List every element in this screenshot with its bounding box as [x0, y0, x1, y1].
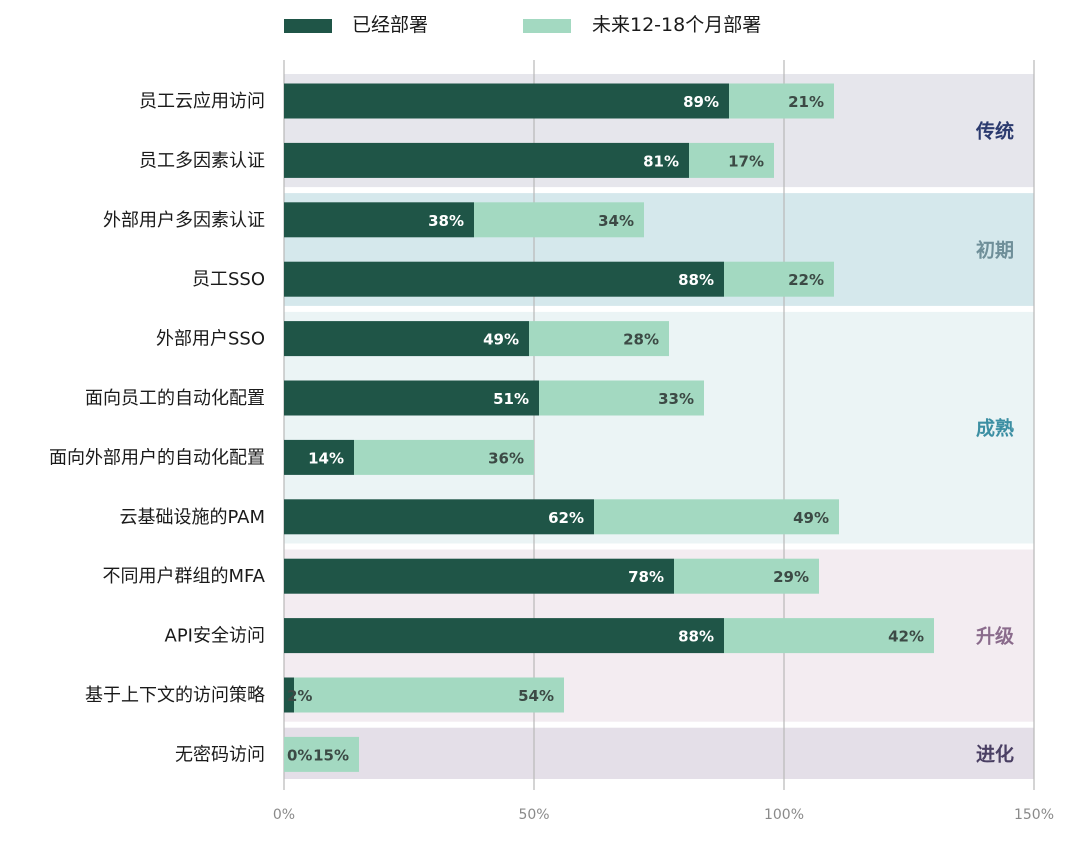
category-label: 员工云应用访问 [139, 91, 265, 112]
bar-deployed [284, 321, 529, 357]
legend-swatch [284, 19, 332, 33]
category-label: 面向员工的自动化配置 [85, 388, 265, 409]
bar-planned [724, 261, 834, 297]
bar-planned [474, 202, 644, 238]
category-label: 员工SSO [192, 269, 265, 290]
x-tick-labels: 0% 50% 100% 150% [273, 807, 1054, 823]
x-tick-label: 100% [764, 807, 804, 823]
stage-bands [284, 74, 1034, 779]
bar-deployed [284, 261, 724, 297]
bar-planned [674, 558, 819, 594]
stage-band [284, 727, 1034, 779]
bar-label-deployed: 38% [428, 212, 464, 230]
category-label: 外部用户SSO [156, 329, 265, 350]
stage-band-label: 进化 [976, 742, 1014, 765]
bars: 89% 21% 81% 17% 38% 34% 88% 22% 49% 28% 51% 33% 14% 3… [284, 83, 934, 772]
category-label: 员工多因素认证 [139, 150, 265, 171]
bar-label-planned: 33% [658, 390, 694, 408]
bar-planned [539, 380, 704, 416]
bar-label-deployed: 88% [678, 628, 714, 646]
bar-label-planned: 22% [788, 271, 824, 289]
legend: 已经部署 未来12-18个月部署 [284, 14, 761, 36]
bar-label-deployed: 78% [628, 568, 664, 586]
x-tick-label: 50% [518, 807, 549, 823]
legend-label: 未来12-18个月部署 [592, 14, 761, 36]
stage-band-label: 升级 [976, 625, 1014, 648]
category-label: 面向外部用户的自动化配置 [49, 447, 265, 468]
bar-deployed [284, 83, 729, 119]
category-label: 不同用户群组的MFA [102, 566, 265, 587]
bar-planned [354, 439, 534, 475]
legend-swatch [523, 19, 571, 33]
bar-label-planned: 28% [623, 331, 659, 349]
bar-label-deployed: 14% [308, 449, 344, 467]
bar-label-planned: 34% [598, 212, 634, 230]
bar-label-deployed: 89% [683, 93, 719, 111]
legend-label: 已经部署 [352, 14, 428, 36]
x-tick-label: 0% [273, 807, 295, 823]
bar-label-planned: 21% [788, 93, 824, 111]
bar-label-deployed: 49% [483, 331, 519, 349]
gridlines [283, 60, 1035, 790]
bar-deployed [284, 558, 674, 594]
bar-deployed [284, 677, 294, 713]
stage-band-label: 初期 [976, 239, 1014, 262]
bar-label-deployed: 0% [287, 746, 312, 764]
category-label: 外部用户多因素认证 [103, 210, 265, 231]
category-label: 基于上下文的访问策略 [85, 685, 265, 706]
bar-label-planned: 42% [888, 628, 924, 646]
bar-planned [689, 142, 774, 178]
bar-deployed [284, 142, 689, 178]
bar-deployed [284, 380, 539, 416]
stage-band-label: 成熟 [976, 417, 1014, 440]
bar-label-deployed: 88% [678, 271, 714, 289]
bar-planned [724, 618, 934, 654]
bar-label-deployed: 51% [493, 390, 529, 408]
bar-label-deployed: 2% [287, 687, 312, 705]
stage-band-label: 传统 [975, 120, 1014, 143]
bar-label-deployed: 62% [548, 509, 584, 527]
bar-planned [294, 677, 564, 713]
bar-deployed [284, 439, 354, 475]
category-label: 云基础设施的PAM [119, 507, 265, 528]
bar-planned [729, 83, 834, 119]
bar-label-planned: 49% [793, 509, 829, 527]
bar-label-planned: 36% [488, 449, 524, 467]
bar-planned [594, 499, 839, 535]
bar-deployed [284, 618, 724, 654]
bar-label-planned: 29% [773, 568, 809, 586]
bar-planned [529, 321, 669, 357]
category-label: 无密码访问 [175, 744, 265, 765]
bar-label-planned: 15% [313, 746, 349, 764]
bar-label-planned: 54% [518, 687, 554, 705]
category-label: API安全访问 [165, 626, 265, 647]
bar-label-deployed: 81% [643, 152, 679, 170]
bar-planned [284, 736, 359, 772]
bar-deployed [284, 499, 594, 535]
bar-deployed [284, 202, 474, 238]
bar-label-planned: 17% [728, 152, 764, 170]
x-tick-label: 150% [1014, 807, 1054, 823]
